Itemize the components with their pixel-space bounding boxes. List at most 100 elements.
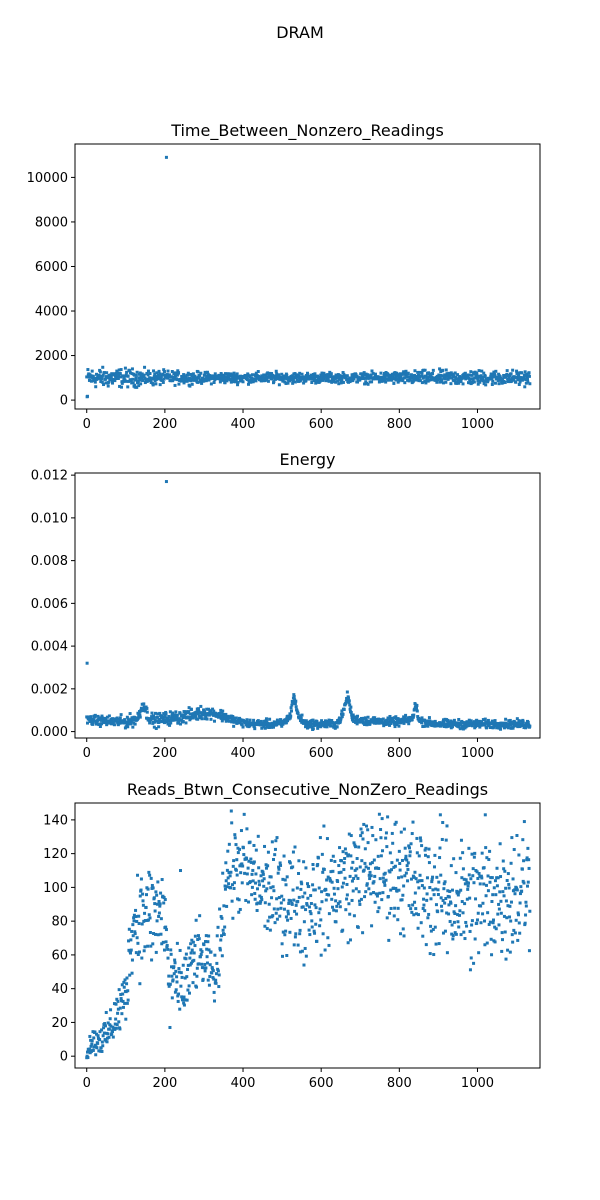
data-point (208, 974, 212, 978)
data-point (252, 843, 256, 847)
data-point (231, 864, 235, 868)
data-point (397, 374, 401, 378)
data-point (459, 379, 463, 383)
data-point (470, 923, 474, 927)
data-point (442, 887, 446, 891)
data-point (449, 382, 453, 386)
data-point (232, 373, 236, 377)
data-point (269, 875, 273, 879)
data-point (488, 376, 492, 380)
data-point (191, 981, 195, 985)
outlier-point (472, 961, 476, 965)
data-point (351, 889, 355, 893)
data-point (499, 899, 503, 903)
data-point (424, 846, 428, 850)
data-point (348, 874, 352, 878)
data-point (157, 914, 161, 918)
data-point (418, 370, 422, 374)
data-point (170, 974, 174, 978)
data-point (495, 876, 499, 880)
data-point (96, 376, 100, 380)
data-point (220, 715, 224, 719)
data-point (417, 854, 421, 858)
data-point (230, 899, 234, 903)
data-point (381, 717, 385, 721)
data-point (410, 718, 414, 722)
data-point (107, 714, 111, 718)
data-point (340, 378, 344, 382)
data-point (439, 369, 443, 373)
data-point (312, 929, 316, 933)
data-point (143, 709, 147, 713)
data-point (180, 718, 184, 722)
data-point (263, 844, 267, 848)
data-point (297, 895, 301, 899)
chart-title: Energy (279, 450, 335, 469)
data-point (297, 871, 301, 875)
data-point (479, 378, 483, 382)
data-point (98, 1030, 102, 1034)
data-point (327, 718, 331, 722)
data-point (155, 902, 159, 906)
data-point (394, 886, 398, 890)
data-point (324, 888, 328, 892)
data-point (366, 715, 370, 719)
data-point (448, 373, 452, 377)
data-point (300, 719, 304, 723)
data-point (220, 916, 224, 920)
data-point (419, 921, 423, 925)
data-point (109, 378, 113, 382)
data-point (204, 379, 208, 383)
data-point (89, 374, 93, 378)
data-point (415, 706, 419, 710)
data-point (191, 372, 195, 376)
data-point (332, 886, 336, 890)
data-point (351, 379, 355, 383)
data-point (423, 368, 427, 372)
data-point (299, 880, 303, 884)
data-point (179, 971, 183, 975)
data-point (519, 885, 523, 889)
data-point (273, 921, 277, 925)
data-point (234, 377, 238, 381)
data-point (259, 895, 263, 899)
data-point (453, 378, 457, 382)
data-point (346, 697, 350, 701)
data-point (475, 870, 479, 874)
data-point (213, 719, 216, 723)
data-point (293, 380, 297, 384)
data-point (126, 725, 130, 729)
data-point (370, 825, 374, 829)
data-point (427, 912, 431, 916)
data-point (220, 719, 224, 723)
data-point (316, 856, 320, 860)
data-point (383, 883, 387, 887)
data-point (193, 944, 197, 948)
data-point (220, 934, 224, 938)
data-point (134, 373, 138, 377)
data-point (328, 370, 332, 374)
data-point (293, 698, 297, 702)
data-point (426, 722, 430, 726)
data-point (503, 380, 507, 384)
data-point (525, 372, 529, 376)
data-point (411, 903, 415, 907)
data-point (143, 365, 147, 369)
data-point (484, 894, 488, 898)
data-point (388, 714, 392, 718)
data-point (451, 934, 455, 938)
data-point (440, 909, 444, 913)
data-point (120, 983, 124, 987)
data-point (487, 723, 491, 727)
data-point (505, 369, 509, 373)
data-point (441, 723, 445, 727)
data-point (312, 723, 316, 727)
data-point (266, 919, 270, 923)
data-point (378, 891, 382, 895)
data-point (473, 937, 477, 941)
data-point (388, 911, 392, 915)
data-point (463, 902, 467, 906)
data-point (155, 719, 159, 723)
data-point (281, 877, 285, 881)
data-point (443, 929, 447, 933)
